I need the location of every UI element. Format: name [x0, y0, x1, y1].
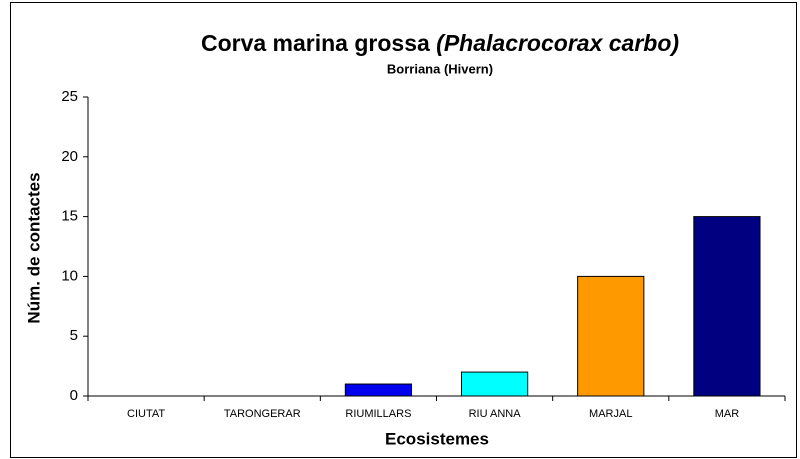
chart-border	[10, 2, 797, 458]
chart-subtitle: Borriana (Hivern)	[387, 61, 493, 76]
bar	[577, 275, 645, 397]
y-tick-label: 25	[61, 88, 78, 105]
chart-title: Corva marina grossa (Phalacrocorax carbo…	[201, 30, 679, 56]
x-tick-label: RIUMILLARS	[345, 408, 411, 420]
bar	[693, 216, 761, 397]
x-axis-label: Ecosistemes	[385, 429, 489, 448]
bar	[460, 371, 529, 397]
y-tick-label: 5	[70, 327, 78, 344]
title-main: Corva marina grossa	[201, 30, 430, 56]
x-tick-label: RIU ANNA	[469, 408, 522, 420]
x-tick-label: TARONGERAR	[224, 408, 301, 420]
x-tick-label: MARJAL	[589, 408, 632, 420]
y-tick-label: 10	[61, 267, 78, 284]
y-tick-label: 20	[61, 148, 78, 165]
y-tick-label: 0	[70, 387, 78, 404]
y-axis-label: Núm. de contactes	[24, 172, 43, 323]
y-tick-label: 15	[61, 208, 78, 225]
bar	[344, 383, 413, 397]
x-tick-label: CIUTAT	[127, 408, 165, 420]
x-tick-label: MAR	[715, 408, 740, 420]
title-species: (Phalacrocorax carbo)	[436, 30, 679, 56]
